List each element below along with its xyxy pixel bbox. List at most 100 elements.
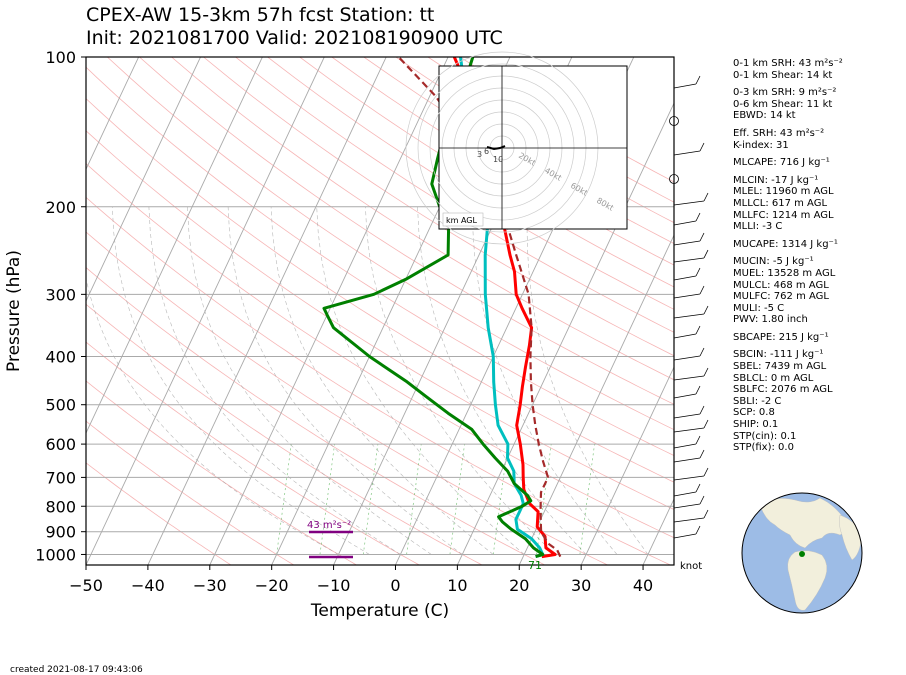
wind-barb: [673, 293, 701, 299]
surface-value-annotation: 71: [528, 559, 542, 572]
isotherm: [209, 57, 449, 565]
dry-adiabat: [171, 57, 674, 381]
wind-barb-flag: [703, 419, 709, 429]
wind-barb-flag: [695, 385, 701, 395]
hodograph-height-label: 10: [493, 155, 503, 164]
x-tick-label: −40: [131, 576, 165, 595]
y-tick-label: 700: [45, 468, 76, 487]
hodograph-footer-label: km AGL: [446, 216, 478, 225]
mixing-ratio-line: [449, 444, 465, 555]
mixing-ratio-line: [406, 444, 422, 555]
srh-annotation: 43 m²s⁻²: [307, 520, 351, 531]
y-tick-label: 500: [45, 396, 76, 415]
wind-barb-flag: [703, 305, 709, 315]
hodograph-height-label: 3: [477, 150, 482, 159]
index-line: SBLFC: 2076 m AGL: [733, 384, 833, 396]
dry-adiabat: [86, 303, 483, 565]
dry-adiabat: [331, 57, 674, 266]
mixing-ratio-line: [579, 444, 595, 555]
wind-barb: [673, 333, 697, 339]
hodograph-trace: [486, 145, 506, 151]
index-line: MLCAPE: 716 J kg⁻¹: [733, 157, 830, 169]
y-tick-label: 300: [45, 285, 76, 304]
moist-adiabat: [187, 206, 432, 555]
wind-barb: [673, 503, 701, 509]
y-tick-label: 800: [45, 497, 76, 516]
wind-barb: [673, 150, 701, 156]
moist-adiabat: [86, 277, 339, 555]
x-tick-label: 30: [571, 576, 591, 595]
wind-barb-flag: [703, 192, 709, 202]
x-tick-label: 10: [447, 576, 467, 595]
wind-barb-flag: [699, 347, 705, 357]
dry-adiabat: [235, 57, 674, 333]
index-line: 0-6 km Shear: 11 kt: [733, 98, 833, 110]
index-line: MULI: -5 C: [733, 302, 785, 314]
wind-barb: [673, 475, 705, 481]
dry-adiabat: [267, 57, 674, 310]
station-globe: [741, 492, 863, 614]
index-line: 0-3 km SRH: 9 m²s⁻²: [733, 87, 837, 99]
mixing-ratio-line: [276, 444, 292, 555]
wind-barb: [673, 275, 697, 281]
wind-barb-flag: [703, 509, 709, 519]
y-tick-label: 400: [45, 348, 76, 367]
dry-adiabat: [86, 66, 674, 456]
wind-barbs: [669, 57, 709, 565]
index-line: K-index: 31: [733, 139, 789, 151]
isotherm: [86, 57, 263, 435]
y-tick-label: 600: [45, 435, 76, 454]
dry-adiabat: [299, 57, 674, 288]
wind-barb-flag: [695, 435, 701, 445]
wind-barb-flag: [695, 267, 701, 277]
index-line: 0-1 km SRH: 43 m²s⁻²: [733, 58, 843, 69]
x-tick-label: 20: [509, 576, 529, 595]
wind-barb: [673, 240, 701, 246]
index-line: MLLCL: 617 m AGL: [733, 197, 828, 209]
wind-barb: [673, 517, 705, 523]
y-tick-label: 100: [45, 48, 76, 67]
dry-adiabat: [203, 57, 674, 357]
wind-barb-flag: [695, 483, 701, 493]
dry-adiabat: [86, 196, 671, 565]
wind-barb: [673, 457, 701, 463]
dry-adiabat: [86, 231, 608, 565]
dry-adiabat: [139, 57, 674, 405]
y-axis-label: Pressure (hPa): [4, 250, 24, 372]
wind-barb: [673, 393, 697, 399]
calm-wind-circle: [669, 116, 679, 126]
isotherm: [86, 57, 325, 565]
calm-wind-circle: [669, 174, 679, 184]
index-line: STP(cin): 0.1: [733, 430, 797, 442]
wind-barb-flag: [699, 142, 705, 152]
index-line: EBWD: 14 kt: [733, 110, 796, 122]
index-line: MUCIN: -5 J kg⁻¹: [733, 256, 814, 268]
x-tick-label: −20: [255, 576, 289, 595]
wind-barb: [673, 220, 697, 226]
wind-barb: [673, 83, 697, 89]
index-line: Eff. SRH: 43 m²s⁻²: [733, 127, 825, 139]
chart-title: CPEX-AW 15-3km 57h fcst Station: tt: [86, 4, 435, 26]
wind-barb: [673, 413, 701, 419]
mixing-ratio-line: [536, 444, 552, 555]
index-line: MLEL: 11960 m AGL: [733, 186, 834, 198]
index-line: MLLI: -3 C: [733, 221, 783, 233]
x-tick-label: 0: [390, 576, 400, 595]
wind-barb: [673, 427, 705, 433]
wind-barb-flag: [699, 495, 705, 505]
dry-adiabat: [86, 267, 545, 565]
wind-barb: [673, 491, 697, 497]
dry-adiabat: [86, 130, 674, 510]
isotherm: [86, 57, 201, 303]
chart-subtitle: Init: 2021081700 Valid: 202108190900 UTC: [86, 27, 503, 49]
index-line: MLLFC: 1214 m AGL: [733, 209, 834, 221]
index-line: MULCL: 468 m AGL: [733, 279, 829, 291]
x-axis-label: Temperature (C): [310, 601, 449, 621]
wind-barb-flag: [699, 449, 705, 459]
wind-barb: [673, 443, 697, 449]
wind-barb-flag: [703, 249, 709, 259]
index-line: PWV: 1.80 inch: [733, 314, 808, 326]
dry-adiabat: [86, 163, 674, 539]
